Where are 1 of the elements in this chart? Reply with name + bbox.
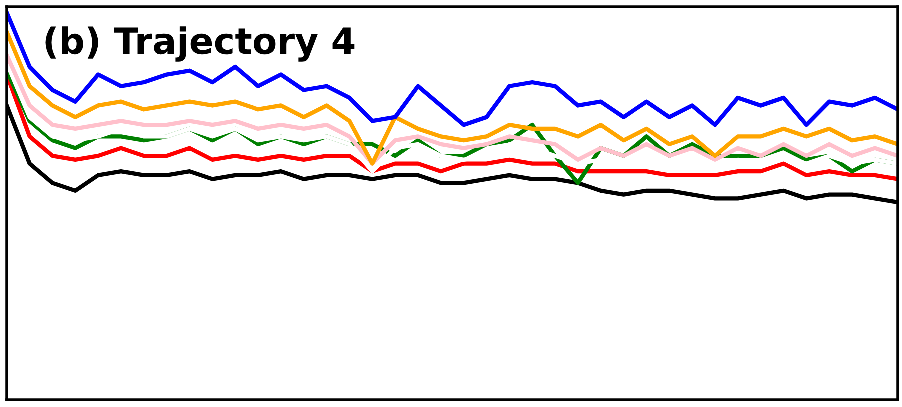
- chart-title: (b) Trajectory 4: [46, 26, 355, 62]
